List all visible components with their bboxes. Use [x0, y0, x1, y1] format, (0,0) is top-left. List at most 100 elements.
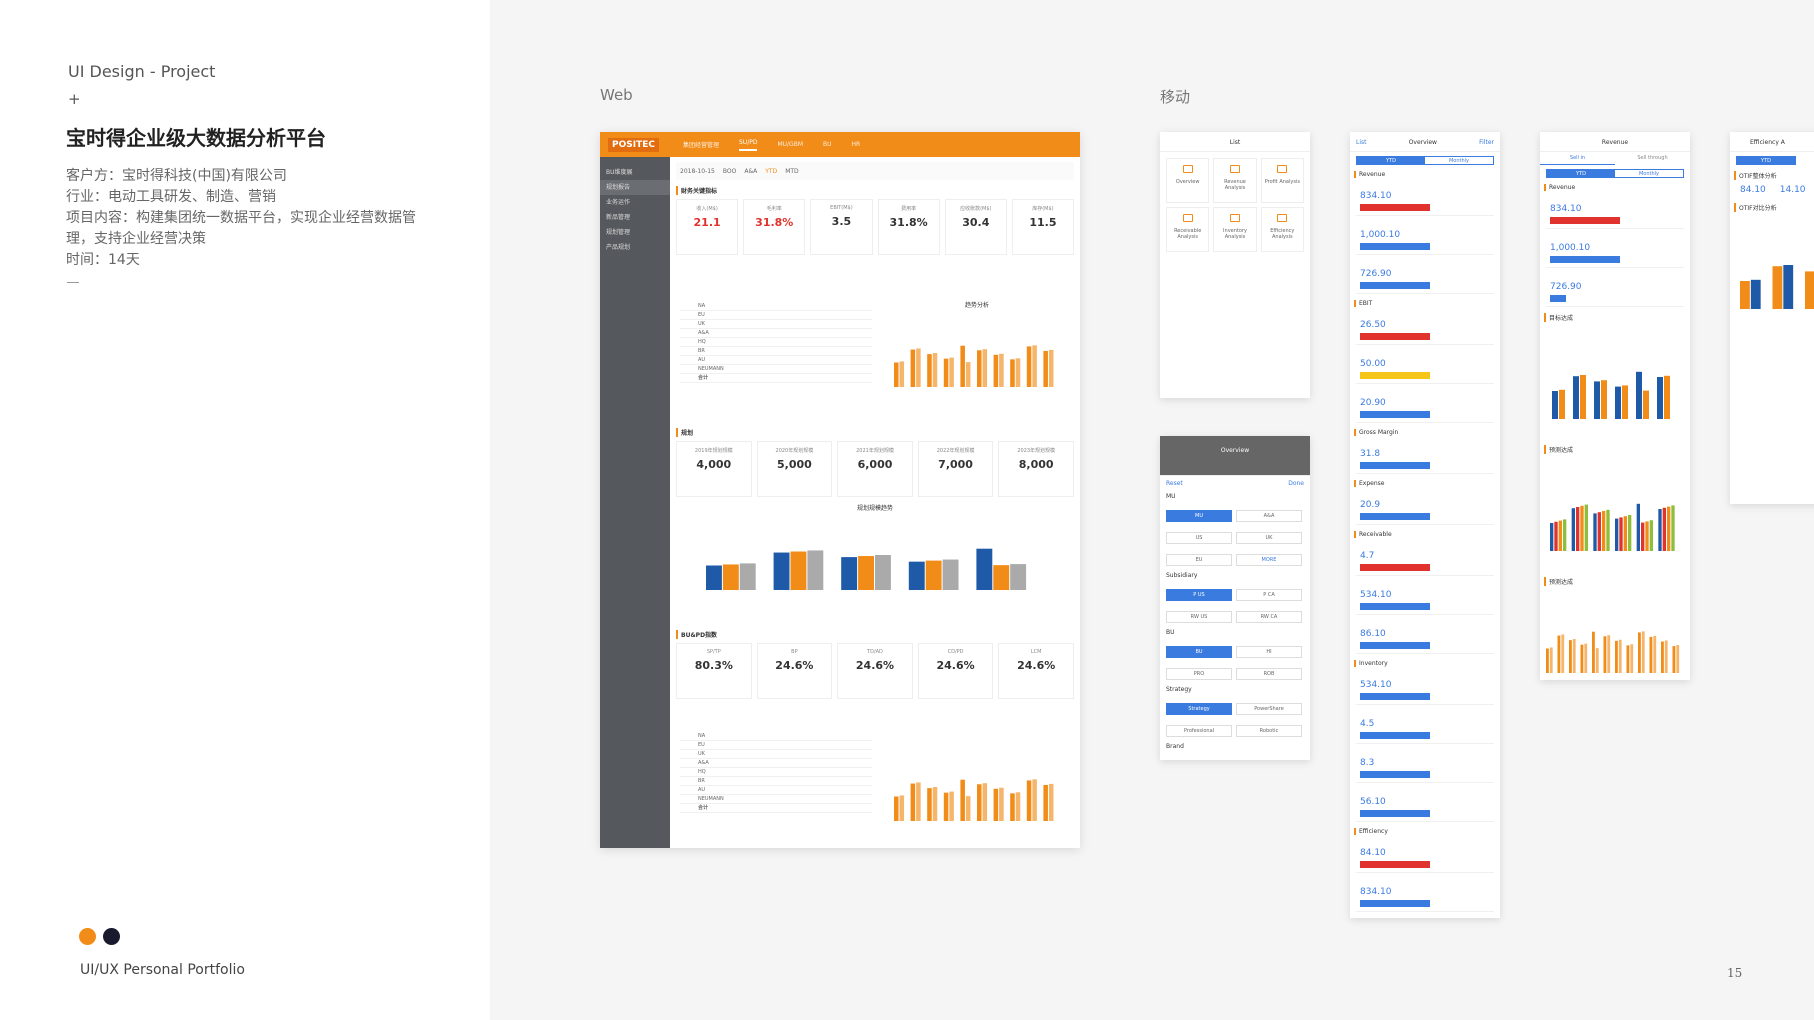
value-card: 4.7 [1356, 541, 1494, 576]
plan-kpi[interactable]: 2019年规划规模 4,000 [676, 441, 752, 497]
nav-tab[interactable]: HR [851, 141, 861, 148]
chart-bar [1580, 375, 1586, 419]
phone-filter: Overview Reset Done MU MU A&A US UK EU MORE… [1160, 436, 1310, 760]
chart-bar [1622, 385, 1628, 419]
mu-filter[interactable]: A&A [744, 167, 758, 175]
period-toggle[interactable]: YTD [1736, 156, 1796, 165]
phone-list: List Overview Revenue Analysis Profit An… [1160, 132, 1310, 398]
bupd-kpi[interactable]: TD/AD 24.6% [837, 643, 913, 699]
chart-bar [1615, 640, 1618, 673]
date-filter[interactable]: 2018-10-15 [680, 167, 715, 175]
nav-tab[interactable]: BU [823, 141, 832, 148]
chip[interactable]: RW CA [1236, 611, 1302, 623]
chip[interactable]: EU [1166, 554, 1232, 566]
plan-kpi[interactable]: 2020年规划规模 5,000 [756, 441, 833, 497]
chip[interactable]: BU [1166, 646, 1232, 658]
plan-kpi[interactable]: 2022年规划规模 7,000 [917, 441, 994, 497]
chip[interactable]: MU [1166, 510, 1232, 522]
list-card[interactable]: Inventory Analysis [1213, 207, 1257, 252]
chart-bar [739, 563, 756, 590]
period-toggle[interactable]: YTD Monthly [1546, 169, 1684, 178]
chip[interactable]: Professional [1166, 725, 1232, 737]
list-card[interactable]: Receivable Analysis [1166, 207, 1210, 252]
bupd-kpi[interactable]: SP/TP 80.3% [676, 643, 752, 699]
chip[interactable]: Robotic [1236, 725, 1302, 737]
chip[interactable]: Strategy [1166, 703, 1232, 715]
value-card: 834.10 [1356, 877, 1494, 912]
chart-bar [841, 557, 858, 590]
chip[interactable]: ROB [1236, 668, 1302, 680]
otif-value: 84.10 [1740, 185, 1766, 195]
sell-in-tab[interactable]: Sell in [1540, 152, 1615, 165]
period-toggle[interactable]: YTD Monthly [1356, 156, 1494, 165]
industry-text: 行业：电动工具研发、制造、营销 [66, 189, 276, 205]
plan-kpi[interactable]: 2023年规划规模 8,000 [998, 441, 1074, 497]
chip[interactable]: MORE [1236, 554, 1302, 566]
bupd-kpi[interactable]: LCM 24.6% [998, 643, 1074, 699]
sidebar-item[interactable]: 业务运作 [606, 199, 631, 206]
bupd-kpi[interactable]: BP 24.6% [756, 643, 833, 699]
sidebar-item[interactable]: 规划报告 [600, 180, 670, 195]
chart-bar [1671, 505, 1675, 551]
chart-bar [965, 796, 971, 821]
done-button[interactable]: Done [1288, 480, 1304, 487]
value-card: 31.8 [1356, 439, 1494, 474]
chip[interactable]: PRO [1166, 668, 1232, 680]
kpi-card[interactable]: 费用率 31.8% [877, 199, 940, 255]
chart-bar [1561, 634, 1565, 673]
bupd-kpi[interactable]: CD/PD 24.6% [917, 643, 994, 699]
chart-bar [1546, 648, 1549, 673]
overview-section-title: Inventory [1354, 660, 1496, 667]
reset-button[interactable]: Reset [1166, 480, 1183, 487]
chart-bar [1641, 522, 1645, 551]
nav-tab[interactable]: 集团经营管理 [682, 142, 719, 149]
list-card[interactable]: Overview [1166, 158, 1210, 203]
chip[interactable]: HI [1236, 646, 1302, 658]
list-card[interactable]: Profit Analysis [1260, 158, 1304, 203]
value: 534.10 [1360, 680, 1392, 690]
nav-tab[interactable]: MU/GBM [777, 141, 804, 148]
plan-kpi[interactable]: 2021年规划规模 6,000 [837, 441, 913, 497]
kpi-card[interactable]: 应收账款(M$) 30.4 [944, 199, 1007, 255]
client-text: 客户方：宝时得科技(中国)有限公司 [66, 168, 287, 184]
bu-filter[interactable]: BOO [722, 167, 737, 175]
chart-bar [1557, 635, 1561, 673]
kpi-card[interactable]: EBIT(M$) 3.5 [810, 199, 873, 255]
value-card: 726.90 [1356, 259, 1494, 294]
kpi-card[interactable]: 毛利率 31.8% [743, 199, 806, 255]
nav-tab-active[interactable]: SU/PD [739, 139, 758, 151]
chart-bar [942, 559, 959, 590]
overview-title: Overview [1408, 139, 1437, 146]
chip[interactable]: RW US [1166, 611, 1232, 623]
chip[interactable]: UK [1236, 532, 1302, 544]
sidebar-item[interactable]: BU维度展 [606, 169, 633, 176]
web-sidebar: BU维度展 规划报告 业务运作 新品管理 规划管理 产品规划 [600, 157, 670, 848]
value-card: 50.00 [1356, 349, 1494, 384]
sidebar-item[interactable]: 产品规划 [606, 244, 631, 251]
value: 534.10 [1360, 590, 1392, 600]
ytd-toggle[interactable]: YTD [765, 167, 778, 175]
mtd-toggle[interactable]: MTD [785, 167, 799, 175]
chip[interactable]: PowerShare [1236, 703, 1302, 715]
forecast-chart-2 [1546, 631, 1680, 673]
chart-bar [1597, 512, 1601, 551]
kpi-card[interactable]: 库存(M$) 11.5 [1011, 199, 1075, 255]
list-card[interactable]: Revenue Analysis [1213, 158, 1257, 203]
sell-through-tab[interactable]: Sell through [1637, 155, 1668, 161]
bupd-section-title: BU&PD指数 [676, 630, 1074, 639]
chip[interactable]: US [1166, 532, 1232, 544]
filter-link[interactable]: Filter [1479, 139, 1494, 146]
sidebar-item[interactable]: 新品管理 [606, 214, 631, 221]
value-card: 726.90 [1546, 272, 1684, 307]
list-card[interactable]: Efficiency Analysis [1260, 207, 1304, 252]
chip[interactable]: A&A [1236, 510, 1302, 522]
chart-bar [1672, 646, 1676, 673]
chip[interactable]: P US [1166, 589, 1232, 601]
plan-section: 规划 2019年规划规模 4,000 2020年规划规模 5,000 2021年规划… [676, 422, 1074, 497]
finance-kpis: 收入(M$) 21.1 毛利率 31.8% EBIT(M$) 3.5 费用率 31.8%… [676, 199, 1075, 255]
kpi-card[interactable]: 收入(M$) 21.1 [676, 199, 739, 255]
chip[interactable]: P CA [1236, 589, 1302, 601]
chart-bar [894, 362, 899, 387]
sidebar-item[interactable]: 规划管理 [606, 229, 631, 236]
back-link[interactable]: List [1356, 139, 1367, 146]
